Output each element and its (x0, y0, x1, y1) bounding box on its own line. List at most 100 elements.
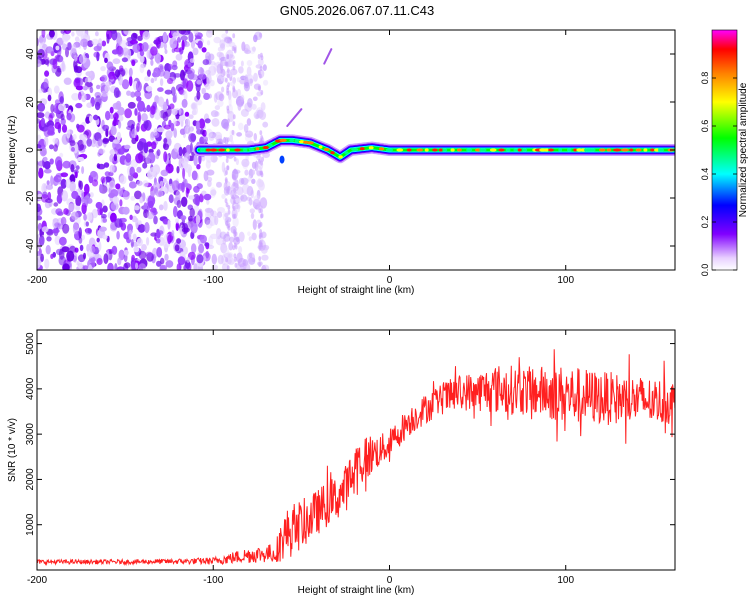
noise-blob (78, 227, 82, 239)
noise-blob (57, 67, 62, 73)
noise-blob (136, 96, 142, 102)
noise-blob (58, 255, 67, 266)
noise-blob (118, 120, 122, 129)
noise-blob (165, 260, 174, 268)
noise-blob (75, 205, 81, 211)
noise-blob (45, 184, 54, 190)
noise-blob (101, 40, 107, 47)
noise-blob (97, 138, 103, 147)
noise-blob (171, 230, 175, 237)
noise-blob (253, 72, 258, 82)
track-hotspot (457, 148, 462, 152)
noise-blob (164, 89, 173, 95)
noise-blob (196, 80, 202, 85)
noise-blob (228, 95, 232, 107)
noise-blob (113, 159, 118, 164)
noise-blob (193, 30, 199, 36)
noise-blob (227, 37, 230, 43)
noise-blob (236, 252, 243, 264)
noise-blob (156, 231, 161, 239)
noise-blob (175, 53, 183, 61)
noise-blob (198, 118, 206, 129)
noise-blob (152, 72, 158, 78)
noise-blob (246, 118, 252, 126)
noise-blob (244, 169, 249, 176)
noise-blob (203, 193, 212, 201)
noise-blob (185, 144, 192, 155)
spectrogram-y-tick-label: 40 (25, 48, 36, 60)
noise-blob (38, 167, 44, 179)
noise-blob (178, 30, 187, 35)
noise-blob (132, 233, 137, 242)
noise-blob (189, 207, 195, 218)
noise-blob (251, 103, 257, 110)
noise-blob (153, 215, 158, 225)
noise-blob (175, 190, 181, 202)
noise-blob (96, 237, 100, 243)
noise-blob (229, 236, 235, 243)
snr-x-axis-label: Height of straight line (km) (298, 585, 415, 596)
noise-blob (185, 118, 191, 129)
noise-blob (219, 39, 226, 49)
noise-blob (204, 242, 210, 247)
noise-blob (211, 253, 217, 265)
noise-blob (262, 64, 267, 71)
noise-blob (233, 156, 237, 162)
noise-blob (226, 231, 230, 237)
noise-blob (44, 70, 50, 77)
noise-blob (100, 66, 106, 72)
noise-blob (83, 252, 86, 260)
noise-blob (78, 236, 83, 244)
noise-blob (89, 246, 96, 253)
noise-blob (236, 77, 241, 83)
noise-blob (75, 165, 80, 170)
track-hotspot (643, 148, 648, 152)
noise-blob (65, 47, 69, 58)
noise-blob (235, 202, 239, 210)
spectrogram-y-tick-label: -20 (25, 190, 36, 205)
track-hotspot (498, 148, 505, 152)
track-hotspot (567, 148, 572, 152)
noise-blob (73, 65, 79, 73)
noise-blob (216, 51, 223, 58)
noise-blob (52, 251, 56, 258)
noise-blob (241, 110, 247, 115)
noise-blob (145, 85, 153, 92)
track-hotspot (558, 148, 563, 152)
noise-blob (235, 158, 239, 166)
noise-blob (117, 257, 122, 266)
noise-blob (142, 30, 151, 40)
noise-blob (80, 38, 89, 48)
noise-blob (146, 69, 151, 77)
colorbar: 0.0 0.2 0.4 0.6 0.8 Normalized spectral ampl… (700, 29, 749, 276)
noise-blob (240, 194, 248, 202)
noise-blob (240, 75, 247, 81)
noise-blob (128, 75, 133, 87)
noise-blob (183, 246, 189, 255)
noise-blob (198, 153, 202, 165)
noise-blob (205, 128, 213, 139)
noise-blob (79, 180, 83, 190)
noise-blob (46, 236, 52, 242)
noise-blob (138, 250, 147, 260)
track-hotspot (396, 148, 404, 152)
noise-blob (78, 91, 82, 101)
track-hotspot (416, 148, 424, 152)
track-hotspot (205, 148, 211, 152)
noise-blob (184, 111, 190, 117)
noise-blob (193, 185, 200, 193)
noise-blob (151, 141, 157, 150)
noise-blob (60, 178, 67, 189)
noise-blob (138, 263, 146, 270)
noise-blob (51, 228, 60, 234)
noise-blob (248, 197, 253, 206)
noise-blob (72, 223, 79, 235)
noise-blob (170, 86, 176, 96)
track-hotspot (450, 148, 455, 152)
spectrogram-x-tick-label: 0 (387, 275, 393, 286)
noise-blob (73, 78, 81, 88)
noise-blob (112, 196, 120, 204)
noise-blob (134, 108, 138, 116)
noise-blob (188, 195, 195, 200)
noise-blob (198, 73, 207, 80)
